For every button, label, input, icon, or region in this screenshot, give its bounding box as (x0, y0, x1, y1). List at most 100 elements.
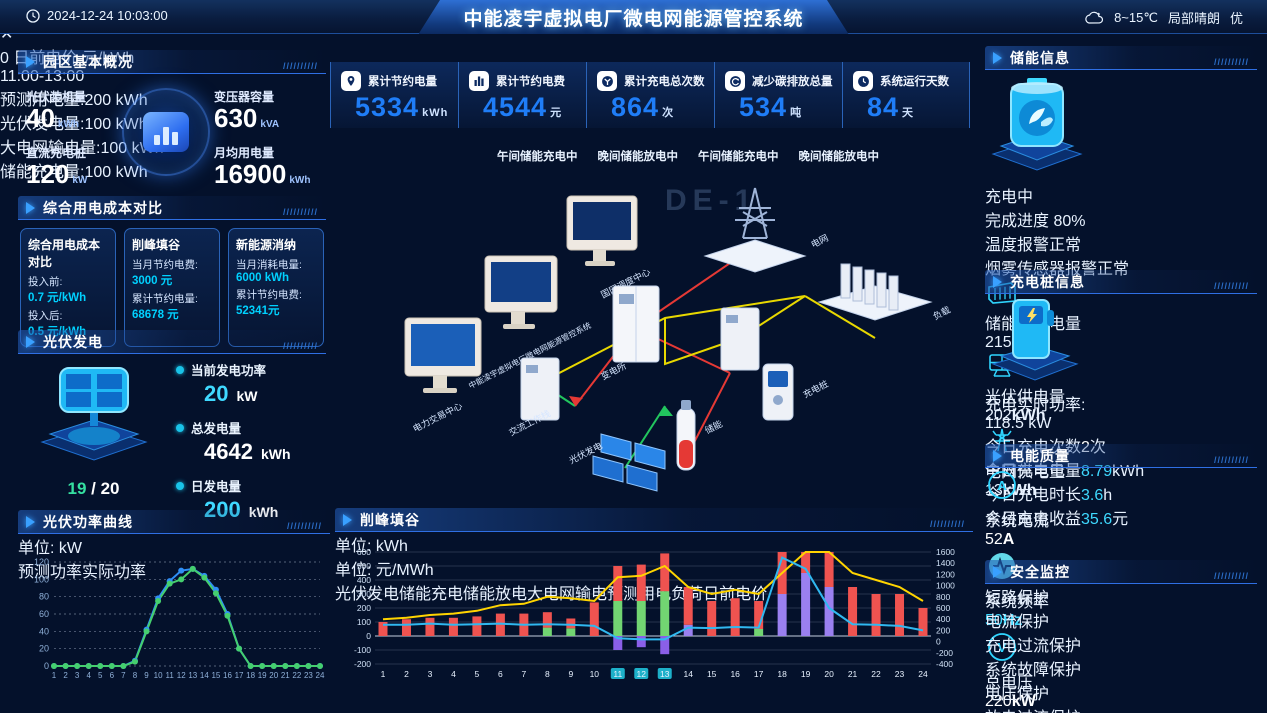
svg-text:23: 23 (895, 669, 905, 679)
charging-stat-value: 35.6 (1081, 511, 1113, 528)
alarm-row: 温度报警正常 (985, 231, 1257, 255)
legend-item: 储能放电 (463, 586, 527, 603)
svg-text:3: 3 (428, 669, 433, 679)
stat-label: 月均用电量 (214, 146, 275, 160)
park-stat: 直流充电桩 120 kW (26, 144, 87, 188)
svg-text:11: 11 (613, 669, 622, 679)
power-quality-value: 52A (985, 531, 1015, 548)
status-row-label: 光伏发电量: (0, 116, 85, 133)
weather-desc: 局部晴朗 (1167, 11, 1220, 26)
legend-item: 预测功率 (18, 564, 82, 581)
ac-cabinet-node: 交流工作栈 (507, 357, 560, 438)
legend-label: 预测用电负荷 (607, 586, 704, 603)
svg-text:60: 60 (39, 609, 49, 619)
app-title: 中能凌宇虚拟电厂微电网能源管控系统 (463, 8, 804, 30)
cost-card: 新能源消纳 当月消耗电量: 6000 kWh 累计节约电费: 52341元 (228, 228, 324, 347)
kpi-unit: 元 (550, 107, 563, 119)
kpi-value: 534 吨 (739, 92, 803, 122)
panel-storage-info: 储能信息 ////////// 充电中 完成进度 80% 温度报警正常烟雾传感 (985, 46, 1257, 499)
mode-tab[interactable]: 午间储能充电中 (497, 150, 578, 163)
storage-stat: 光伏供电量 202kWh (985, 352, 1257, 425)
svg-text:9: 9 (144, 671, 149, 680)
slash-decor: ////////// (282, 207, 318, 217)
legend-item: 日前电价 (703, 586, 767, 603)
gauge-value: 0 (0, 50, 9, 67)
alarm-label: 温度报警 (985, 237, 1050, 254)
svg-text:7: 7 (121, 671, 126, 680)
kpi-unit: kWh (422, 107, 449, 119)
pv-stat-label: 日发电量 (191, 480, 242, 494)
panel-title: 充电桩信息 (1010, 273, 1085, 290)
kpi-unit: 次 (662, 107, 675, 119)
svg-text:18: 18 (777, 669, 787, 679)
slash-decor: ////////// (929, 519, 965, 529)
storage-stat-value: 202kWh (985, 407, 1046, 424)
svg-text:20: 20 (824, 669, 834, 679)
charging-stat-value: 3.6 (1081, 487, 1104, 504)
cost-row-label: 当月消耗电量: (236, 259, 302, 271)
legend-item: 预测用电负荷 (607, 586, 703, 603)
power-quality-label: 总电压 (985, 675, 1034, 692)
power-quality-item: V 总电压 220kW (985, 630, 1257, 711)
panel-title: 综合用电成本对比 (43, 199, 163, 216)
mode-tab[interactable]: 午间储能充电中 (698, 150, 779, 163)
kpi-value: 4544 元 (483, 92, 563, 122)
charging-stat-unit: h (1103, 487, 1113, 504)
legend-label: 预测功率 (18, 564, 83, 581)
svg-text:14: 14 (200, 671, 209, 680)
storage-battery-icon (985, 70, 1257, 183)
svg-text:80: 80 (39, 592, 49, 602)
slash-decor: ////////// (286, 521, 322, 531)
charging-stat-unit: 元 (1112, 511, 1129, 528)
svg-text:8: 8 (545, 669, 550, 679)
svg-text:17: 17 (754, 669, 764, 679)
svg-text:1200: 1200 (936, 569, 955, 579)
svg-text:20: 20 (39, 644, 49, 654)
diagram-node-label: 电网 (809, 232, 830, 250)
power-quality-label: 系统电流 (985, 513, 1050, 530)
panel-title: 削峰填谷 (360, 511, 420, 528)
bar-chart-icon (143, 112, 189, 152)
svg-text:100: 100 (357, 617, 371, 627)
svg-text:6: 6 (110, 671, 115, 680)
pv-cabinet-node (720, 307, 760, 371)
panel-arrow-icon (26, 515, 35, 528)
storage-status: 充电中 (985, 189, 1034, 206)
charging-stat-row: 今日充电收益35.6元 (985, 505, 1257, 529)
mode-tab[interactable]: 晚间储能放电中 (798, 150, 880, 163)
stat-value: 630 kVA (214, 103, 280, 133)
panel-safety-header: 安全监控 ////////// (985, 560, 1257, 584)
legend-label: 储能放电 (463, 586, 528, 603)
kpi-card: 累计节约电费 4544 元 (458, 62, 586, 128)
panel-title: 园区基本概况 (43, 53, 133, 70)
power-quality-label: 系统频率 (985, 594, 1050, 611)
bar-chart-icon (469, 71, 489, 91)
diagram-node-label: 变电所 (599, 360, 628, 382)
storage-state-block: 充电中 完成进度 80% 温度报警正常烟雾传感器报警正常 (985, 183, 1257, 279)
legend-label: 光伏发电 (335, 586, 400, 603)
stat-label: 光伏装机量 (26, 90, 87, 104)
svg-text:17: 17 (235, 671, 244, 680)
safety-item-label: 充电过流保护 (985, 638, 1082, 655)
svg-text:10: 10 (154, 671, 163, 680)
cost-row-label: 投入后: (28, 310, 63, 322)
mode-tab[interactable]: 晚间储能放电中 (597, 150, 679, 163)
legend-label: 实际功率 (82, 564, 147, 581)
svg-text:1400: 1400 (936, 558, 955, 568)
svg-text:16: 16 (223, 671, 232, 680)
svg-text:21: 21 (281, 671, 290, 680)
power-quality-item: A 系统电流 52A (985, 468, 1257, 549)
svg-text:1: 1 (52, 671, 57, 680)
svg-text:V: V (998, 640, 1007, 655)
pin-icon (341, 71, 361, 91)
pv-stat-value: 20 kW (204, 381, 258, 406)
svg-text:600: 600 (936, 603, 950, 613)
days-icon (853, 71, 873, 91)
status-row-label: 储能充电量: (0, 164, 85, 181)
legend-label: 日前电价 (703, 586, 768, 603)
svg-text:0: 0 (936, 637, 941, 647)
panel-title: 安全监控 (1010, 563, 1070, 580)
slash-decor: ////////// (1213, 281, 1249, 291)
svg-text:2: 2 (404, 669, 409, 679)
